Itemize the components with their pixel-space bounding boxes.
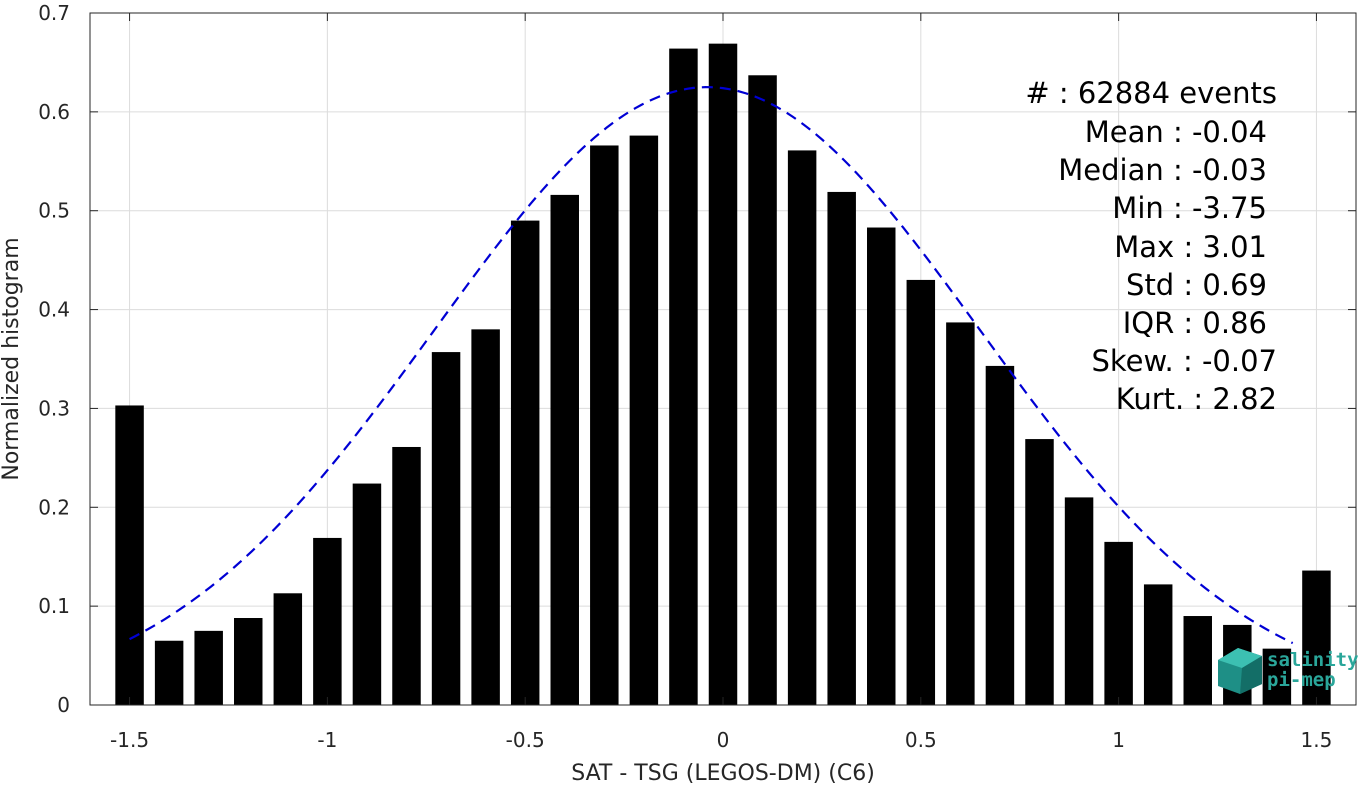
stats-box: # : 62884 events Mean : -0.04 Median : -… [1025, 76, 1277, 416]
stat-std: Std : 0.69 [1126, 268, 1267, 302]
y-tick-label: 0.1 [38, 594, 70, 618]
histogram-bar [115, 405, 144, 705]
histogram-bar [1262, 648, 1292, 705]
y-tick-label: 0.7 [38, 1, 70, 25]
histogram-bar [629, 135, 659, 705]
histogram-bar [1183, 616, 1212, 705]
x-tick-label: -1.5 [110, 728, 149, 752]
histogram-bar [392, 446, 421, 705]
y-tick-label: 0 [57, 693, 70, 717]
histogram-bar [1143, 584, 1173, 705]
histogram-bar [985, 365, 1015, 705]
histogram-bar [273, 593, 303, 705]
histogram-bar [550, 194, 579, 705]
histogram-bar [669, 48, 698, 706]
histogram-bar [1025, 439, 1054, 705]
histogram-bar [510, 220, 540, 705]
x-tick-label: 1 [1112, 728, 1125, 752]
y-tick-label: 0.2 [38, 495, 70, 519]
histogram-bar [708, 43, 738, 706]
histogram-bar [1104, 541, 1133, 705]
histogram-bar [1064, 497, 1094, 705]
histogram-bar [154, 640, 184, 705]
y-tick-label: 0.5 [38, 199, 70, 223]
histogram-bar [748, 75, 777, 705]
salinity-pimep-logo: salinity pi-mep [1218, 648, 1359, 694]
histogram-bar [313, 537, 342, 705]
histogram-bar [471, 329, 500, 705]
histogram-bar [827, 191, 856, 706]
y-tick-label: 0.3 [38, 396, 70, 420]
stat-iqr: IQR : 0.86 [1123, 306, 1267, 340]
histogram-bar [787, 150, 817, 705]
stat-min: Min : -3.75 [1112, 191, 1267, 225]
y-axis-label: Normalized histogram [0, 237, 24, 480]
stat-events: # : 62884 events [1025, 76, 1277, 110]
histogram-bar [1302, 570, 1331, 705]
x-tick-label: 0 [717, 728, 730, 752]
stat-max: Max : 3.01 [1114, 230, 1267, 264]
x-tick-label: -0.5 [506, 728, 545, 752]
bars [115, 43, 1331, 706]
histogram-bar [906, 279, 936, 705]
logo-line2: pi-mep [1267, 669, 1336, 691]
x-tick-label: 0.5 [905, 728, 937, 752]
y-tick-label: 0.6 [38, 100, 70, 124]
x-tick-label: 1.5 [1301, 728, 1333, 752]
y-tick-label: 0.4 [38, 298, 70, 322]
stat-median: Median : -0.03 [1058, 153, 1267, 187]
histogram-bar [352, 483, 382, 705]
cube-icon [1218, 648, 1262, 694]
histogram-bar [946, 322, 975, 705]
histogram-bar [590, 145, 619, 705]
x-tick-label: -1 [317, 728, 337, 752]
histogram-bar [234, 618, 263, 705]
x-axis-label: SAT - TSG (LEGOS-DM) (C6) [571, 761, 875, 785]
gaussian-fit-curve [129, 86, 1294, 645]
histogram-bar [431, 352, 461, 705]
stat-mean: Mean : -0.04 [1085, 115, 1267, 149]
stat-skew: Skew. : -0.07 [1091, 344, 1277, 378]
histogram-bar [867, 227, 896, 705]
histogram-bar [194, 630, 223, 705]
logo-line1: salinity [1267, 649, 1359, 671]
stat-kurt: Kurt. : 2.82 [1116, 382, 1277, 416]
axis-ticks: -1.5 -1 -0.5 0 0.5 1 1.5 0 0.1 0.2 0.3 0.4 0.5 0.6 0.7 [38, 1, 1356, 752]
